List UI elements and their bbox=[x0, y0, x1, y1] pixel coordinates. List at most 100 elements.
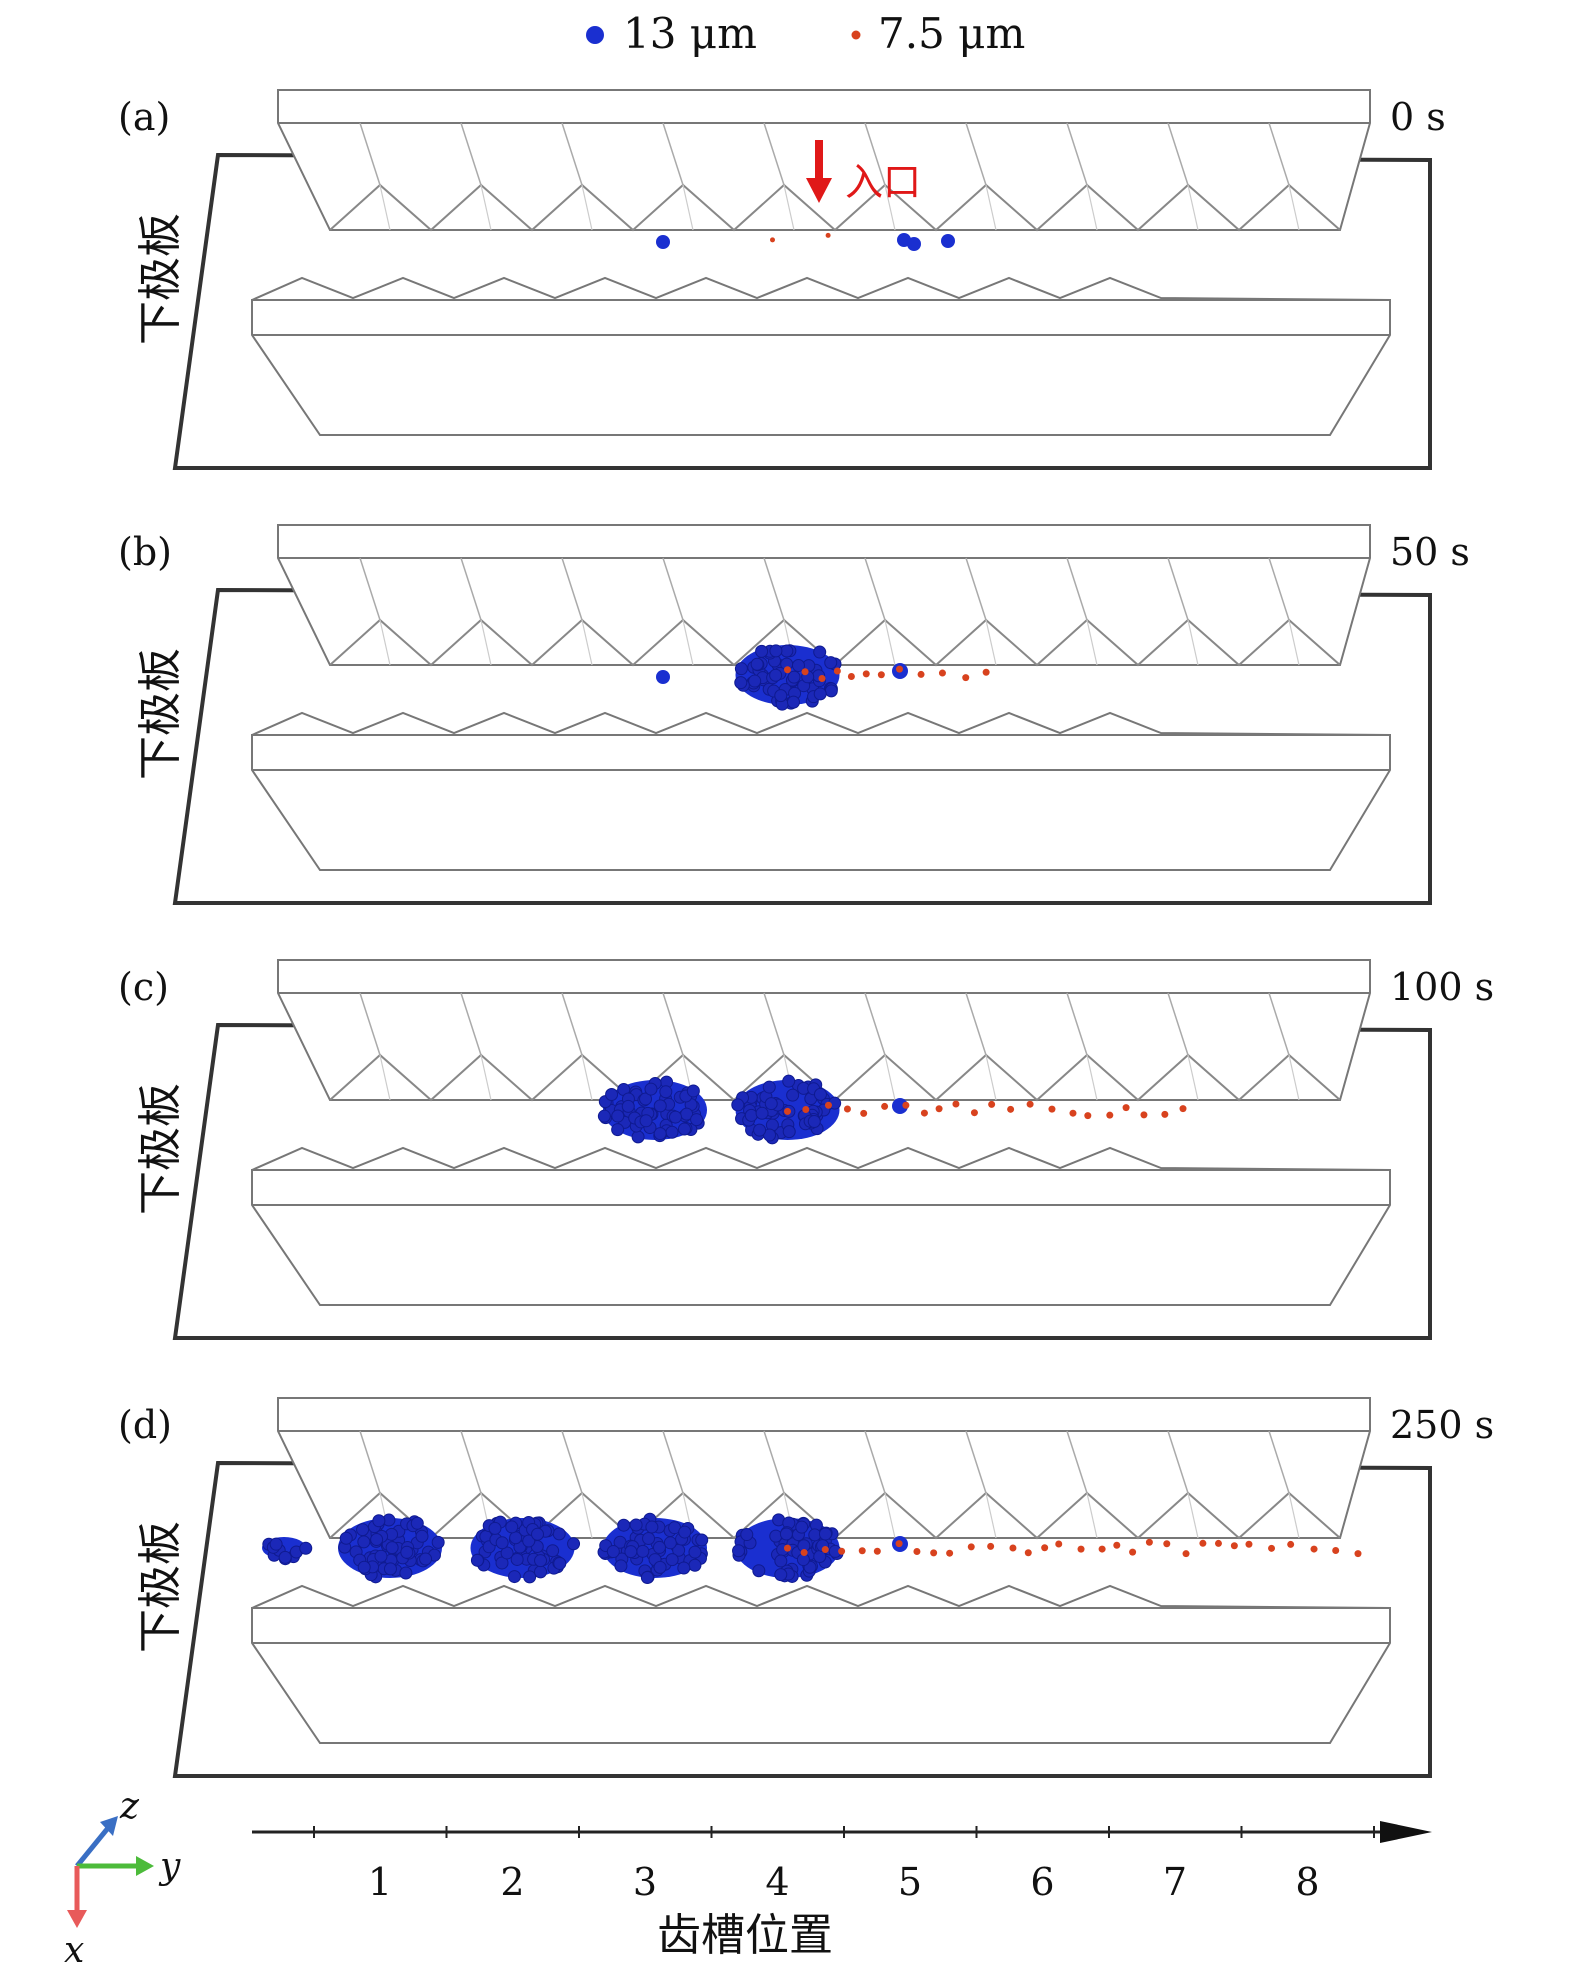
tooth-facet bbox=[985, 1492, 997, 1539]
panels: (a) 0 s 下极板 (b) 50 s 下极板 (c) 100 s 下极板 (d) 250 s 下极… bbox=[118, 89, 1494, 1778]
tooth-facet bbox=[864, 557, 886, 621]
panel-d: (d) 250 s 下极板 bbox=[118, 1397, 1494, 1778]
large-particle bbox=[653, 1560, 667, 1574]
large-particle bbox=[663, 1536, 677, 1550]
tooth-facet bbox=[965, 122, 987, 186]
small-particle bbox=[935, 1105, 943, 1113]
large-particle bbox=[677, 1561, 691, 1575]
tooth-facet bbox=[1268, 1430, 1290, 1494]
small-particle bbox=[1161, 1110, 1169, 1118]
tooth-facet bbox=[1066, 1430, 1088, 1494]
large-particle bbox=[774, 689, 788, 703]
small-particle bbox=[1163, 1540, 1171, 1548]
large-particle bbox=[509, 1531, 523, 1545]
small-particle bbox=[833, 667, 841, 675]
side-label: 下极板 bbox=[135, 1521, 186, 1653]
axis-tick-label: 2 bbox=[500, 1860, 524, 1904]
small-particle bbox=[1069, 1109, 1077, 1117]
tooth-facet bbox=[662, 992, 684, 1056]
lower-electrode-teeth bbox=[251, 1146, 1391, 1171]
small-particle bbox=[801, 668, 809, 676]
tooth-facet bbox=[359, 557, 381, 621]
large-particle bbox=[278, 1550, 292, 1564]
large-particle bbox=[339, 1531, 353, 1545]
small-particle bbox=[1007, 1105, 1015, 1113]
large-particle bbox=[755, 1106, 769, 1120]
small-particle bbox=[784, 1544, 791, 1552]
large-particle bbox=[774, 1568, 788, 1582]
tooth-facet bbox=[1187, 1492, 1199, 1539]
tooth-facet bbox=[1066, 992, 1088, 1056]
panel-c: (c) 100 s 下极板 bbox=[118, 959, 1494, 1340]
large-particle-cluster bbox=[734, 644, 842, 711]
small-particle bbox=[1179, 1105, 1187, 1113]
tooth-facet bbox=[561, 122, 583, 186]
small-particle bbox=[881, 1102, 889, 1110]
tooth-facet bbox=[884, 1492, 896, 1539]
tooth-facet bbox=[1288, 184, 1300, 231]
large-particle bbox=[748, 674, 762, 688]
small-particle bbox=[988, 1100, 996, 1108]
small-particle bbox=[1245, 1540, 1253, 1548]
small-particle bbox=[962, 674, 970, 682]
side-label: 下极板 bbox=[135, 213, 186, 345]
large-particle bbox=[752, 1564, 766, 1578]
small-particle bbox=[858, 1547, 866, 1555]
axis-arrow-head bbox=[1380, 1821, 1432, 1843]
large-particle bbox=[807, 1115, 821, 1129]
tooth-facet bbox=[985, 184, 997, 231]
time-label: 0 s bbox=[1390, 95, 1446, 139]
large-particle bbox=[505, 1520, 519, 1534]
tooth-facet bbox=[1167, 122, 1189, 186]
large-particle bbox=[645, 1520, 659, 1534]
tooth-facet bbox=[682, 184, 694, 231]
tooth-facet bbox=[1086, 184, 1098, 231]
axis-tick-label: 3 bbox=[633, 1860, 657, 1904]
large-particle bbox=[410, 1516, 424, 1530]
large-particle bbox=[552, 1527, 566, 1541]
lower-electrode-teeth bbox=[251, 276, 1391, 301]
small-particle bbox=[1230, 1542, 1238, 1550]
axis-title: 齿槽位置 bbox=[657, 1910, 833, 1961]
tooth-facet bbox=[1167, 557, 1189, 621]
large-particle bbox=[665, 1553, 679, 1567]
large-particle bbox=[385, 1541, 399, 1555]
small-particle bbox=[784, 666, 791, 674]
upper-electrode bbox=[277, 89, 1371, 231]
small-particle bbox=[1084, 1112, 1092, 1120]
large-particle bbox=[372, 1514, 386, 1528]
large-particle bbox=[621, 1099, 635, 1113]
particles bbox=[597, 1074, 1187, 1145]
tooth-facet bbox=[864, 992, 886, 1056]
small-particle bbox=[1332, 1546, 1340, 1554]
tooth-facet bbox=[985, 1054, 997, 1101]
z-axis-label: z bbox=[119, 1786, 140, 1827]
small-particle bbox=[930, 1549, 938, 1557]
inlet-label: 入口 bbox=[845, 160, 921, 204]
large-particle bbox=[546, 1544, 560, 1558]
z-axis-arrow-head bbox=[100, 1816, 118, 1836]
tooth-facet bbox=[581, 1492, 593, 1539]
large-particle bbox=[531, 1527, 545, 1541]
large-particle bbox=[762, 1080, 776, 1094]
tooth-facet bbox=[460, 122, 482, 186]
tooth-facet bbox=[1288, 1492, 1300, 1539]
large-particle bbox=[597, 1109, 611, 1123]
tooth-facet bbox=[1066, 557, 1088, 621]
large-particle bbox=[795, 1520, 809, 1534]
small-particle bbox=[1287, 1540, 1295, 1548]
small-particle bbox=[1310, 1545, 1318, 1553]
lower-electrode-teeth bbox=[251, 711, 1391, 736]
large-particle bbox=[495, 1536, 509, 1550]
small-particle bbox=[838, 1547, 846, 1555]
large-particle bbox=[357, 1560, 371, 1574]
tooth-facet bbox=[965, 1430, 987, 1494]
small-particle bbox=[1009, 1544, 1017, 1552]
tooth-facet bbox=[379, 184, 391, 231]
axis-tick-label: 8 bbox=[1295, 1860, 1319, 1904]
large-particle bbox=[764, 1097, 778, 1111]
large-particle bbox=[769, 1529, 783, 1543]
small-particle bbox=[1122, 1104, 1130, 1112]
small-particle bbox=[946, 1549, 954, 1557]
tooth-facet bbox=[460, 992, 482, 1056]
